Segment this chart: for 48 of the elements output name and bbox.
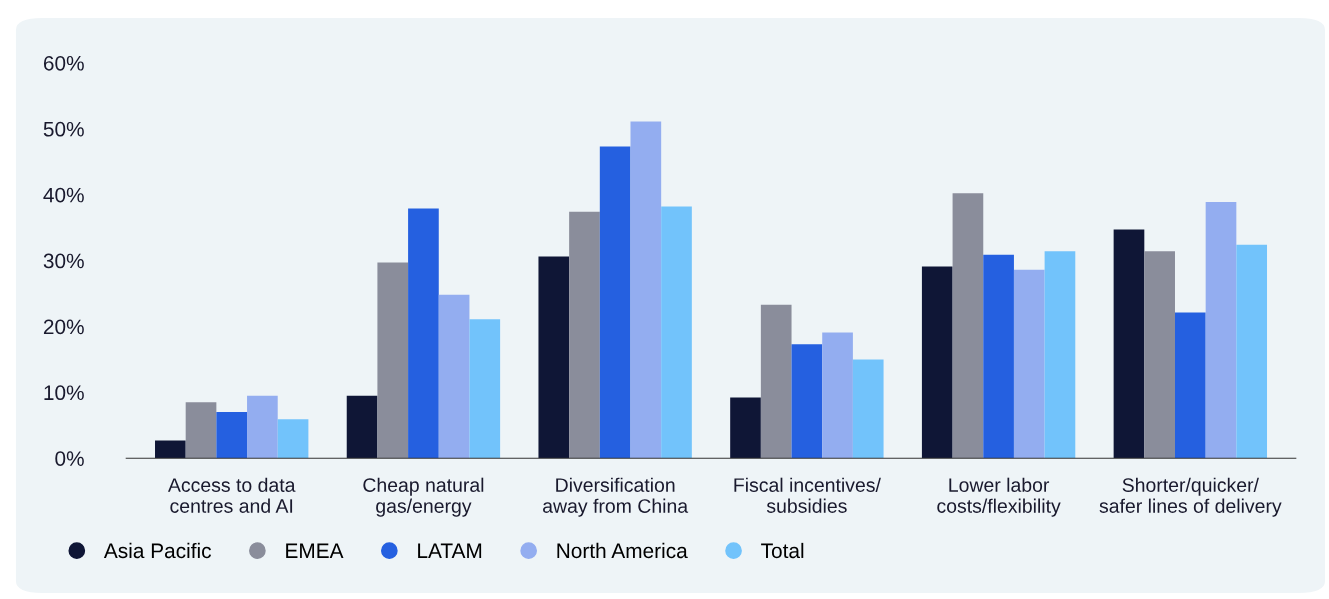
bar bbox=[408, 208, 439, 459]
bar bbox=[155, 440, 186, 459]
bar bbox=[822, 332, 853, 459]
bar bbox=[921, 266, 953, 459]
x-tick-label: Shorter/quicker/ safer lines of delivery bbox=[1099, 477, 1282, 517]
bar bbox=[760, 304, 792, 459]
bar bbox=[538, 256, 570, 459]
legend-label: Total bbox=[761, 542, 804, 559]
y-tick-label: 10% bbox=[44, 385, 84, 401]
bar bbox=[469, 319, 501, 459]
y-tick-label: 30% bbox=[43, 253, 84, 269]
bar bbox=[630, 121, 662, 459]
bar bbox=[983, 254, 1014, 459]
y-tick-label: 50% bbox=[43, 121, 84, 137]
bar bbox=[730, 397, 761, 459]
bar bbox=[1236, 244, 1268, 459]
y-tick-label: 20% bbox=[43, 319, 84, 335]
x-tick-label: Cheap natural gas/energy bbox=[363, 477, 484, 517]
bar bbox=[569, 211, 600, 459]
x-tick-label: Fiscal incentives/ subsidies bbox=[734, 477, 881, 513]
bar bbox=[247, 395, 278, 459]
x-tick-label: Diversification away from China bbox=[543, 477, 689, 517]
y-tick-label: 0% bbox=[55, 451, 84, 466]
bar bbox=[1144, 251, 1175, 459]
bar bbox=[277, 419, 309, 459]
bar bbox=[661, 206, 692, 459]
y-tick-label: 40% bbox=[43, 187, 84, 203]
bar bbox=[346, 395, 378, 459]
bar bbox=[185, 402, 217, 459]
bar bbox=[1013, 269, 1045, 459]
bar bbox=[1113, 229, 1145, 459]
x-tick-label: Access to data centres and AI bbox=[167, 477, 296, 513]
bar bbox=[952, 193, 984, 459]
x-tick-label: Lower labor costs/flexibility bbox=[937, 477, 1061, 517]
bar bbox=[852, 359, 884, 459]
bar bbox=[216, 412, 248, 459]
bar bbox=[438, 294, 470, 459]
bar bbox=[1205, 201, 1237, 459]
legend-label: EMEA bbox=[286, 543, 344, 558]
legend-label: LATAM bbox=[418, 543, 482, 558]
bar bbox=[1174, 312, 1206, 459]
bar bbox=[791, 344, 823, 459]
bar bbox=[377, 262, 409, 459]
y-tick-label: 60% bbox=[43, 55, 84, 71]
legend-label: North America bbox=[557, 542, 688, 559]
bar bbox=[1044, 251, 1076, 459]
bar bbox=[599, 146, 631, 459]
legend-label: Asia Pacific bbox=[103, 542, 211, 559]
